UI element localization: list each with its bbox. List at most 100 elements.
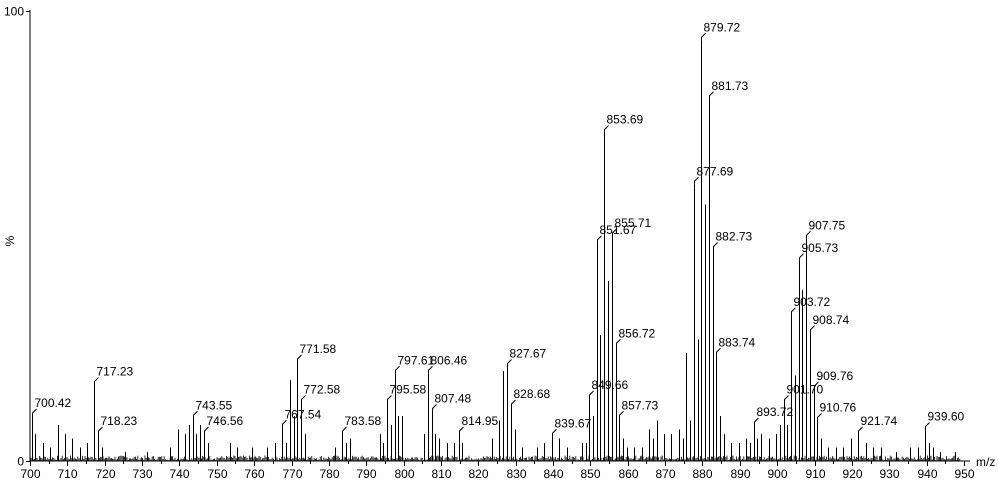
- peak-label-901.70: 901.70: [787, 383, 824, 397]
- y-tick-label-100: 100: [4, 5, 24, 19]
- peak-leader-909.76: [814, 381, 819, 389]
- peak-label-907.75: 907.75: [809, 218, 846, 232]
- peak-label-883.74: 883.74: [719, 335, 756, 349]
- peak-leader-883.74: [716, 347, 721, 356]
- x-tick-label-820: 820: [468, 467, 488, 481]
- peak-label-881.73: 881.73: [712, 79, 749, 93]
- x-tick-label-760: 760: [244, 467, 264, 481]
- peak-leader-783.58: [342, 426, 347, 434]
- peak-label-795.58: 795.58: [390, 383, 427, 397]
- peak-label-882.73: 882.73: [716, 230, 753, 244]
- x-tick-label-810: 810: [431, 467, 451, 481]
- y-axis-unit-label: %: [3, 235, 17, 246]
- peak-leader-851.67: [597, 235, 602, 243]
- peak-leader-908.74: [810, 325, 815, 333]
- peak-label-905.73: 905.73: [802, 241, 839, 255]
- peak-leader-857.73: [619, 410, 624, 419]
- peak-leader-746.56: [204, 426, 209, 434]
- peak-label-783.58: 783.58: [345, 414, 382, 428]
- peak-label-771.58: 771.58: [300, 342, 337, 356]
- peak-leader-828.68: [511, 399, 516, 407]
- peak-label-718.23: 718.23: [101, 414, 138, 428]
- peak-leader-882.73: [713, 242, 718, 250]
- x-tick-label-780: 780: [319, 467, 339, 481]
- peak-leader-853.69: [604, 125, 609, 133]
- x-tick-label-940: 940: [917, 467, 937, 481]
- peak-label-879.72: 879.72: [704, 20, 741, 34]
- x-tick-label-790: 790: [356, 467, 376, 481]
- peak-leader-743.55: [193, 410, 198, 419]
- peak-label-921.74: 921.74: [861, 414, 898, 428]
- x-tick-label-860: 860: [618, 467, 638, 481]
- peak-leader-718.23: [98, 426, 103, 434]
- x-tick-label-770: 770: [282, 467, 302, 481]
- peak-label-909.76: 909.76: [817, 369, 854, 383]
- x-tick-label-750: 750: [207, 467, 227, 481]
- peak-leader-700.42: [32, 408, 37, 416]
- peak-leader-767.54: [282, 419, 287, 428]
- peak-leader-814.95: [459, 426, 464, 434]
- y-tick-label-0: 0: [17, 455, 24, 469]
- x-tick-label-850: 850: [580, 467, 600, 481]
- peak-label-839.67: 839.67: [555, 416, 592, 430]
- peak-label-leaders: [32, 32, 930, 437]
- x-axis-unit-label: m/z: [976, 455, 995, 469]
- peak-label-877.69: 877.69: [697, 164, 734, 178]
- peak-label-849.66: 849.66: [592, 378, 629, 392]
- peak-label-853.69: 853.69: [607, 113, 644, 127]
- peak-leader-907.75: [806, 230, 811, 239]
- peak-label-797.61: 797.61: [398, 353, 435, 367]
- x-tick-label-730: 730: [132, 467, 152, 481]
- x-tick-label-840: 840: [543, 467, 563, 481]
- peak-leader-855.71: [612, 228, 617, 236]
- peak-label-806.46: 806.46: [431, 353, 468, 367]
- peak-label-767.54: 767.54: [285, 407, 322, 421]
- peak-leader-879.72: [701, 32, 706, 41]
- x-tick-label-950: 950: [954, 467, 974, 481]
- x-axis-ticks: 700 710 720 730 740 750 760 770 780 790 800 810 820 8…: [20, 461, 975, 481]
- peak-leader-939.60: [925, 422, 930, 430]
- x-tick-label-800: 800: [394, 467, 414, 481]
- peak-label-939.60: 939.60: [928, 410, 965, 424]
- x-tick-label-870: 870: [655, 467, 675, 481]
- peak-leader-797.61: [395, 365, 400, 374]
- peak-bars: [32, 40, 956, 461]
- peak-label-827.67: 827.67: [510, 347, 547, 361]
- peak-leader-849.66: [589, 390, 594, 398]
- peak-label-857.73: 857.73: [622, 398, 659, 412]
- x-tick-label-890: 890: [730, 467, 750, 481]
- peak-labels: 700.42 717.23 718.23 743.55 746.56 767.54 771.…: [35, 20, 965, 430]
- peak-leader-806.46: [428, 365, 433, 374]
- peak-leader-795.58: [387, 395, 392, 403]
- axes: [29, 10, 970, 462]
- peak-leader-910.76: [817, 413, 822, 421]
- x-tick-label-740: 740: [169, 467, 189, 481]
- peak-leader-807.48: [432, 404, 437, 412]
- peak-label-807.48: 807.48: [435, 392, 472, 406]
- peak-label-717.23: 717.23: [97, 365, 134, 379]
- x-tick-label-910: 910: [805, 467, 825, 481]
- peak-leader-856.72: [616, 338, 621, 347]
- peak-label-814.95: 814.95: [462, 414, 499, 428]
- x-tick-label-920: 920: [842, 467, 862, 481]
- peak-label-746.56: 746.56: [207, 414, 244, 428]
- peak-leader-901.70: [784, 395, 789, 403]
- peak-leader-827.67: [507, 359, 512, 367]
- peak-label-903.72: 903.72: [794, 295, 831, 309]
- x-tick-label-880: 880: [692, 467, 712, 481]
- x-tick-label-700: 700: [20, 467, 40, 481]
- peak-label-700.42: 700.42: [35, 396, 72, 410]
- peak-label-828.68: 828.68: [514, 387, 551, 401]
- peak-leader-772.58: [301, 395, 306, 403]
- x-tick-label-710: 710: [57, 467, 77, 481]
- peak-label-743.55: 743.55: [196, 398, 233, 412]
- peak-label-851.67: 851.67: [600, 223, 637, 237]
- peak-leader-921.74: [858, 426, 863, 434]
- peak-leader-771.58: [297, 354, 302, 362]
- peak-leader-905.73: [799, 253, 804, 261]
- peak-label-855.71: 855.71: [615, 216, 652, 230]
- peak-label-908.74: 908.74: [813, 313, 850, 327]
- peak-leader-881.73: [709, 91, 714, 99]
- peak-label-772.58: 772.58: [304, 383, 341, 397]
